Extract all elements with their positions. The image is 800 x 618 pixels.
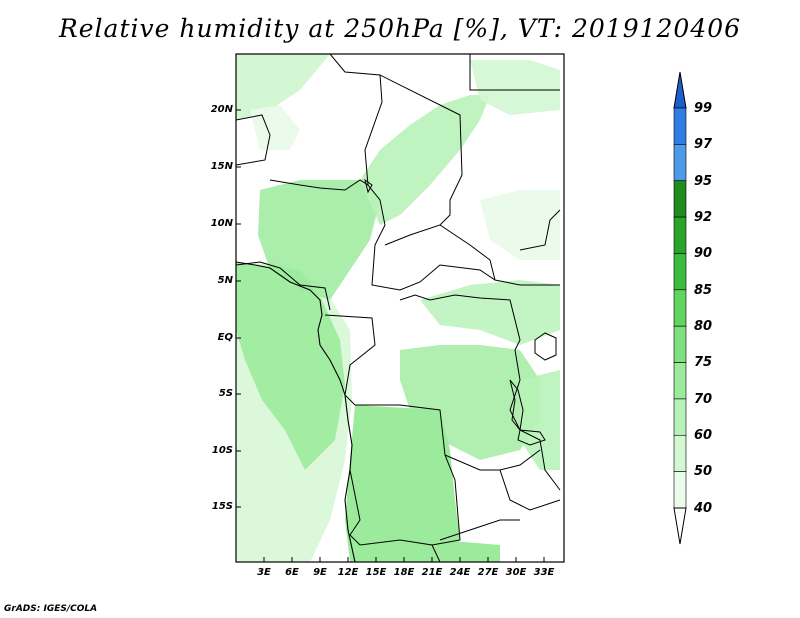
country-borders	[236, 54, 561, 562]
map-title: Relative humidity at 250hPa [%], VT: 201…	[58, 14, 742, 43]
colorbar	[673, 71, 687, 545]
colorbar-segment	[673, 362, 687, 400]
lon-label: 6E	[285, 567, 299, 578]
colorbar-label: 50	[694, 464, 713, 479]
colorbar-segment	[673, 253, 687, 291]
lat-ticks	[236, 109, 241, 508]
lon-label: 3E	[257, 567, 271, 578]
colorbar-label: 90	[694, 246, 713, 261]
colorbar-label: 70	[694, 392, 713, 407]
colorbar-segment	[673, 216, 687, 254]
colorbar-segment	[673, 107, 687, 145]
colorbar-segment	[673, 144, 687, 182]
humidity-field	[236, 54, 560, 562]
lat-label: EQ	[217, 332, 233, 343]
colorbar-label: 60	[694, 428, 713, 443]
colorbar-top-arrow	[673, 71, 687, 109]
colorbar-segment	[673, 180, 687, 218]
lon-label: 27E	[477, 567, 499, 578]
lakes	[364, 178, 557, 446]
lat-label: 5S	[218, 388, 233, 399]
lat-label: 15S	[211, 501, 233, 512]
colorbar-label: 80	[694, 319, 713, 334]
lon-label: 15E	[365, 567, 387, 578]
colorbar-label: 95	[694, 174, 713, 189]
lat-label: 20N	[210, 104, 233, 115]
lon-label: 24E	[449, 567, 471, 578]
colorbar-segment	[673, 434, 687, 472]
lon-label: 12E	[337, 567, 359, 578]
colorbar-label: 40	[694, 501, 713, 516]
colorbar-label: 92	[694, 210, 713, 225]
credit-text: GrADS: IGES/COLA	[4, 604, 98, 614]
colorbar-label: 85	[694, 283, 713, 298]
lat-label: 15N	[210, 161, 233, 172]
colorbar-segment	[673, 471, 687, 509]
map-frame	[235, 53, 565, 563]
lat-label: 5N	[217, 275, 233, 286]
lat-label: 10N	[210, 218, 233, 229]
coastline	[235, 261, 356, 563]
colorbar-label: 97	[694, 137, 713, 152]
lon-label: 30E	[505, 567, 527, 578]
lon-label: 18E	[393, 567, 415, 578]
lon-label: 33E	[533, 567, 555, 578]
colorbar-label: 99	[694, 101, 713, 116]
colorbar-bottom-arrow	[673, 507, 687, 545]
lat-label: 10S	[211, 445, 233, 456]
lon-label: 9E	[313, 567, 327, 578]
colorbar-segment	[673, 398, 687, 436]
lon-label: 21E	[421, 567, 443, 578]
colorbar-segment	[673, 325, 687, 363]
colorbar-label: 75	[694, 355, 713, 370]
lon-ticks	[263, 557, 545, 562]
colorbar-segment	[673, 289, 687, 327]
